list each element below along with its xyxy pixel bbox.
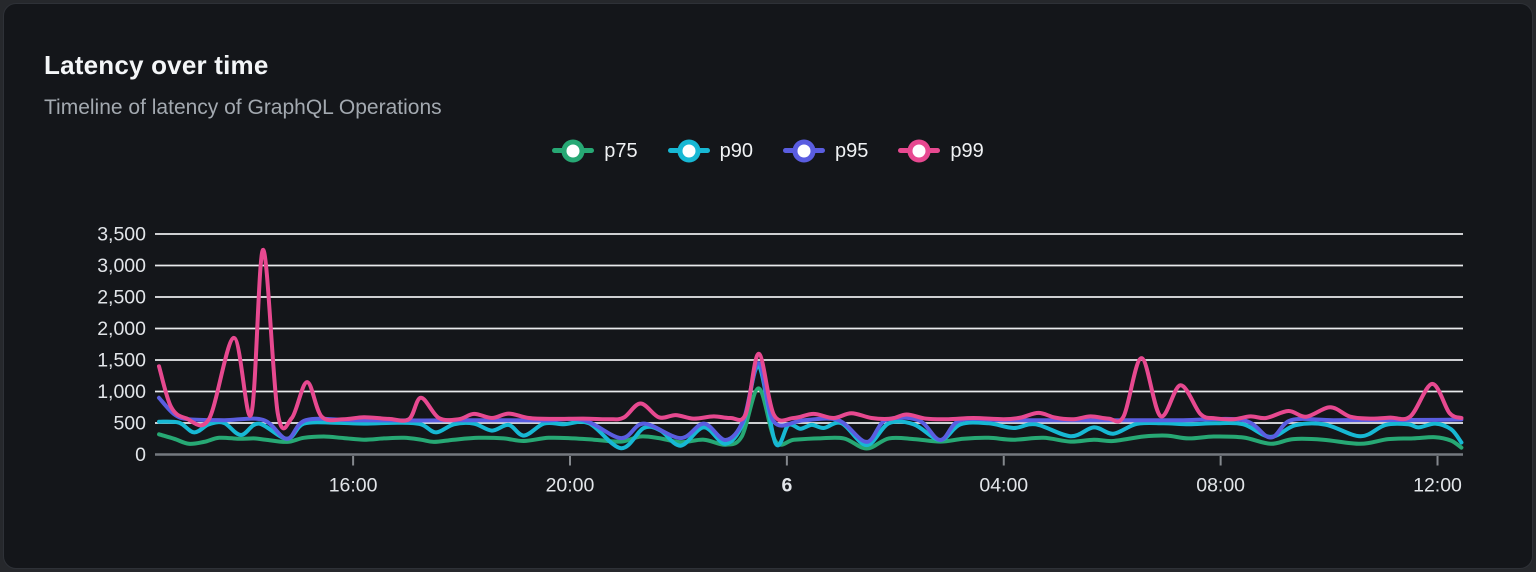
y-axis-label: 500 [113, 413, 146, 435]
legend-item-p95[interactable]: p95 [783, 138, 868, 164]
x-axis-label: 6 [781, 475, 792, 497]
y-axis-label: 1,500 [97, 350, 146, 372]
y-axis-label: 2,500 [97, 287, 146, 309]
series-line-p90 [157, 364, 1464, 451]
legend-marker-p90-icon [667, 138, 710, 164]
legend-item-p99[interactable]: p99 [898, 138, 984, 164]
latency-chart[interactable]: 0 500 1,000 1,500 2,000 2,500 3,000 3,500 16:00 2… [4, 190, 1536, 520]
latency-panel: Latency over time Timeline of latency of… [3, 3, 1533, 569]
legend-label-p95: p95 [835, 139, 869, 162]
legend-item-p90[interactable]: p90 [667, 138, 753, 164]
page-title: Latency over time [44, 50, 269, 80]
legend-item-p75[interactable]: p75 [552, 138, 638, 164]
x-axis-label: 04:00 [979, 475, 1028, 497]
page-subtitle: Timeline of latency of GraphQL Operation… [44, 96, 442, 119]
legend-marker-p75-icon [552, 138, 595, 164]
y-axis-label: 1,000 [97, 381, 146, 403]
chart-legend: p75 p90 p95 p99 [4, 138, 1532, 164]
y-axis-label: 3,500 [97, 224, 146, 246]
series-line-p95 [157, 361, 1464, 444]
y-axis-label: 3,000 [97, 255, 146, 277]
legend-label-p75: p75 [604, 139, 638, 162]
legend-marker-p99-icon [898, 138, 941, 164]
legend-label-p90: p90 [719, 139, 753, 162]
legend-marker-p95-icon [783, 138, 825, 164]
series-line-p99 [157, 247, 1464, 431]
x-axis-label: 16:00 [329, 475, 378, 497]
x-axis-label: 08:00 [1196, 475, 1245, 497]
series-line-p75 [157, 386, 1464, 451]
x-axis-label: 20:00 [546, 475, 595, 497]
y-axis-label: 0 [135, 444, 146, 466]
y-axis-label: 2,000 [97, 318, 146, 340]
legend-label-p99: p99 [950, 139, 984, 162]
x-axis-label: 12:00 [1413, 475, 1462, 497]
